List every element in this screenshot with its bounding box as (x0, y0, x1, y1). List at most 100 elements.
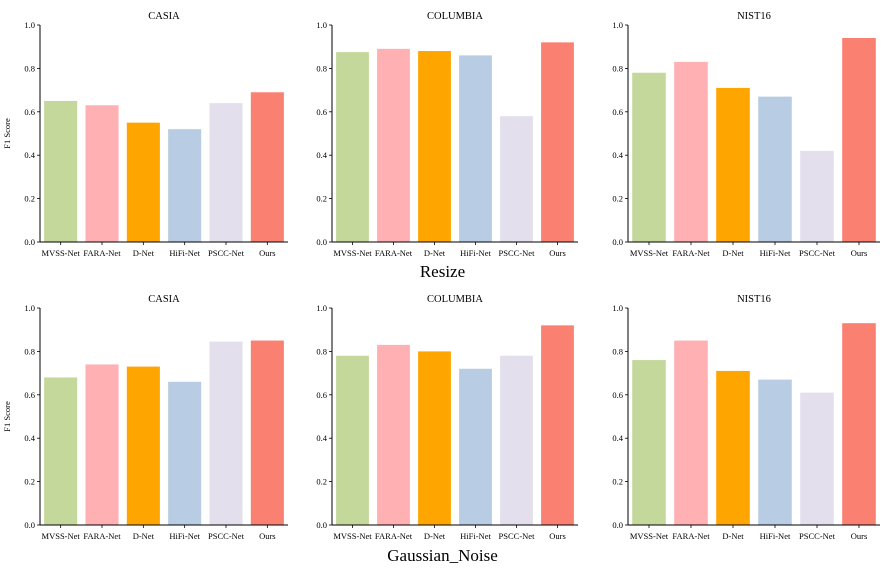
bar-mvss-net (632, 360, 666, 525)
bar-d-net (418, 51, 451, 242)
y-tick-label: 0.8 (24, 63, 35, 73)
bar-d-net (716, 87, 750, 243)
x-tick-label: D-Net (133, 531, 155, 541)
x-tick-label: PSCC-Net (799, 531, 836, 541)
x-tick-label: MVSS-Net (42, 248, 81, 258)
y-tick-label: 0.4 (316, 433, 327, 443)
y-tick-label: 1.0 (24, 303, 35, 313)
y-tick-label: 0.4 (24, 433, 35, 443)
y-tick-label: 0.6 (24, 390, 35, 400)
x-tick-label: HiFi-Net (460, 531, 491, 541)
bar-hifi-net (168, 129, 202, 242)
bar-fara-net (674, 61, 708, 242)
x-tick-label: PSCC-Net (499, 248, 536, 258)
bar-ours (541, 325, 574, 525)
chart-title: NIST16 (737, 11, 771, 22)
y-tick-label: 0.4 (612, 433, 623, 443)
y-tick-label: 1.0 (612, 20, 623, 30)
bar-ours (250, 340, 284, 525)
bar-pscc-net (209, 103, 243, 243)
bar-fara-net (674, 340, 708, 525)
bar-d-net (418, 351, 451, 525)
chart-panel-0: CASIA MVSS-Net FARA-Net D-Net HiFi-Net PSCC-N… (2, 11, 288, 258)
bar-pscc-net (800, 150, 834, 242)
bar-fara-net (377, 48, 410, 243)
y-tick-label: 0.2 (24, 477, 35, 487)
bar-hifi-net (168, 381, 202, 525)
chart-panel-3: CASIA MVSS-Net FARA-Net D-Net HiFi-Net PSCC-N… (2, 294, 288, 541)
x-tick-label: HiFi-Net (169, 531, 200, 541)
chart-title: NIST16 (737, 294, 771, 305)
bar-d-net (126, 122, 160, 242)
y-tick-label: 0.6 (24, 107, 35, 117)
bar-hifi-net (459, 55, 492, 242)
x-tick-label: FARA-Net (672, 531, 710, 541)
y-tick-label: 0.4 (24, 150, 35, 160)
chart-panel-5: NIST16 MVSS-Net FARA-Net D-Net HiFi-Net PSCC-… (612, 294, 880, 541)
bar-d-net (716, 370, 750, 525)
x-tick-label: HiFi-Net (760, 531, 791, 541)
x-tick-label: D-Net (722, 248, 744, 258)
x-tick-label: Ours (549, 248, 566, 258)
x-tick-label: FARA-Net (375, 531, 413, 541)
y-tick-label: 0.8 (612, 346, 623, 356)
chart-title: CASIA (148, 11, 180, 22)
y-tick-label: 0.0 (316, 237, 327, 247)
bar-pscc-net (500, 355, 533, 525)
y-tick-label: 0.8 (24, 346, 35, 356)
bar-hifi-net (758, 379, 792, 525)
bar-ours (842, 38, 876, 242)
bar-pscc-net (500, 116, 533, 242)
row-title-resize: Resize (419, 262, 466, 281)
y-tick-label: 0.8 (316, 63, 327, 73)
x-tick-label: MVSS-Net (630, 248, 669, 258)
chart-title: COLUMBIA (427, 11, 483, 22)
y-axis-label: F1 Score (2, 118, 12, 149)
bar-fara-net (85, 364, 119, 525)
bar-fara-net (85, 105, 119, 242)
y-tick-label: 0.6 (316, 390, 327, 400)
y-tick-label: 0.8 (612, 63, 623, 73)
x-tick-label: D-Net (722, 531, 744, 541)
y-tick-label: 0.4 (612, 150, 623, 160)
y-tick-label: 0.2 (316, 477, 327, 487)
x-tick-label: D-Net (424, 531, 446, 541)
bar-pscc-net (800, 392, 834, 525)
x-tick-label: FARA-Net (672, 248, 710, 258)
chart-title: CASIA (148, 294, 180, 305)
bar-mvss-net (632, 72, 666, 243)
bar-mvss-net (336, 355, 369, 525)
bar-mvss-net (336, 52, 369, 243)
bar-ours (250, 92, 284, 243)
y-tick-label: 1.0 (612, 303, 623, 313)
y-tick-label: 0.0 (24, 237, 35, 247)
bar-pscc-net (209, 341, 243, 525)
x-tick-label: HiFi-Net (760, 248, 791, 258)
chart-title: COLUMBIA (427, 294, 483, 305)
y-tick-label: 0.6 (612, 390, 623, 400)
bar-d-net (126, 366, 160, 525)
x-tick-label: MVSS-Net (630, 531, 669, 541)
bar-ours (541, 42, 574, 242)
x-tick-label: PSCC-Net (499, 531, 536, 541)
x-tick-label: Ours (549, 531, 566, 541)
chart-panel-4: COLUMBIA MVSS-Net FARA-Net D-Net HiFi-Net PSC… (316, 294, 578, 541)
y-tick-label: 1.0 (316, 303, 327, 313)
y-tick-label: 0.0 (612, 237, 623, 247)
x-tick-label: PSCC-Net (208, 531, 245, 541)
x-tick-label: MVSS-Net (333, 531, 372, 541)
y-tick-label: 0.2 (612, 194, 623, 204)
x-tick-label: PSCC-Net (799, 248, 836, 258)
y-tick-label: 0.0 (316, 520, 327, 530)
y-tick-label: 0.4 (316, 150, 327, 160)
y-tick-label: 0.2 (612, 477, 623, 487)
chart-panel-2: NIST16 MVSS-Net FARA-Net D-Net HiFi-Net PSCC-… (612, 11, 880, 258)
y-tick-label: 0.2 (316, 194, 327, 204)
x-tick-label: Ours (851, 248, 868, 258)
y-tick-label: 0.0 (612, 520, 623, 530)
row-title-gaussian-noise: Gaussian_Noise (387, 546, 498, 565)
bar-mvss-net (44, 377, 78, 525)
x-tick-label: FARA-Net (375, 248, 413, 258)
bar-hifi-net (459, 368, 492, 525)
